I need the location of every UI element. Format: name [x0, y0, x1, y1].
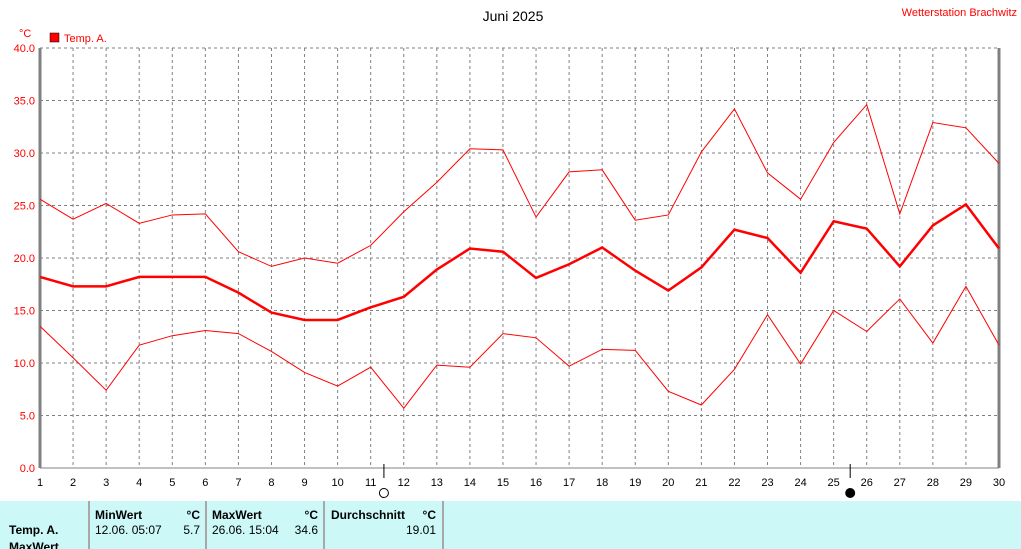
series-line-max	[39, 103, 1000, 267]
x-tick-label: 10	[331, 477, 343, 489]
x-tick-label: 20	[662, 477, 674, 489]
series-line-min	[39, 285, 1000, 409]
x-tick-label: 2	[70, 477, 76, 489]
y-tick-label: 40.0	[14, 43, 35, 55]
x-tick-label: 28	[927, 477, 939, 489]
x-tick-label: 11	[365, 477, 376, 489]
x-tick-label: 1	[37, 477, 43, 489]
min-column: MinWert °C 12.06. 05:07 5.7	[88, 501, 206, 549]
min-value: 5.7	[183, 523, 200, 537]
x-tick-label: 6	[202, 477, 208, 489]
y-tick-label: 30.0	[14, 148, 35, 160]
row-label: Temp. A.	[9, 523, 59, 537]
full-moon-icon	[378, 488, 389, 498]
x-tick-label: 8	[268, 477, 274, 489]
x-tick-label: 16	[530, 477, 542, 489]
x-tick-label: 3	[103, 477, 109, 489]
chart-title: Juni 2025	[483, 8, 544, 24]
y-tick-label: 5.0	[20, 411, 35, 423]
x-tick-label: 7	[235, 477, 241, 489]
x-tick-label: 22	[728, 477, 740, 489]
max-unit: °C	[304, 508, 318, 522]
x-tick-label: 23	[761, 477, 773, 489]
max-column: MaxWert °C 26.06. 15:04 34.6	[205, 501, 324, 549]
y-tick-label: 20.0	[14, 253, 35, 265]
y-unit-label: °C	[19, 28, 31, 40]
avg-value: 19.01	[405, 523, 436, 537]
x-tick-label: 30	[993, 477, 1005, 489]
x-tick-label: 9	[301, 477, 307, 489]
x-tick-label: 4	[136, 477, 142, 489]
x-tick-label: 13	[431, 477, 443, 489]
x-tick-label: 27	[894, 477, 906, 489]
statistics-table: Temp. A. MaxWert MinWert °C 12.06. 05:07…	[0, 501, 1021, 549]
row-label-2: MaxWert	[9, 540, 59, 549]
avg-unit: °C	[422, 508, 436, 522]
x-tick-label: 24	[794, 477, 806, 489]
x-tick-label: 14	[464, 477, 476, 489]
x-tick-label: 15	[497, 477, 509, 489]
x-tick-label: 18	[596, 477, 608, 489]
x-tick-label: 26	[861, 477, 873, 489]
station-name: Wetterstation Brachwitz	[902, 7, 1017, 19]
x-tick-label: 19	[629, 477, 641, 489]
x-tick-label: 17	[563, 477, 575, 489]
min-unit: °C	[186, 508, 200, 522]
legend-swatch	[49, 32, 60, 43]
y-tick-label: 25.0	[14, 201, 35, 213]
y-tick-label: 10.0	[14, 358, 35, 370]
x-tick-label: 29	[960, 477, 972, 489]
max-value: 34.6	[294, 523, 318, 537]
max-date: 26.06. 15:04	[212, 523, 279, 537]
min-date: 12.06. 05:07	[95, 523, 162, 537]
max-header: MaxWert	[212, 508, 262, 522]
x-tick-label: 25	[828, 477, 840, 489]
series-line-mean	[39, 202, 1001, 322]
x-tick-label: 12	[398, 477, 410, 489]
y-tick-label: 15.0	[14, 306, 35, 318]
y-tick-label: 0.0	[20, 463, 35, 475]
legend-label: Temp. A.	[64, 33, 107, 45]
avg-header: Durchschnitt	[331, 508, 406, 522]
new-moon-icon	[845, 488, 856, 498]
average-column: Durchschnitt °C 19.01	[323, 501, 444, 549]
y-tick-label: 35.0	[14, 96, 35, 108]
x-tick-label: 5	[169, 477, 175, 489]
min-header: MinWert	[95, 508, 143, 522]
x-tick-label: 21	[695, 477, 707, 489]
